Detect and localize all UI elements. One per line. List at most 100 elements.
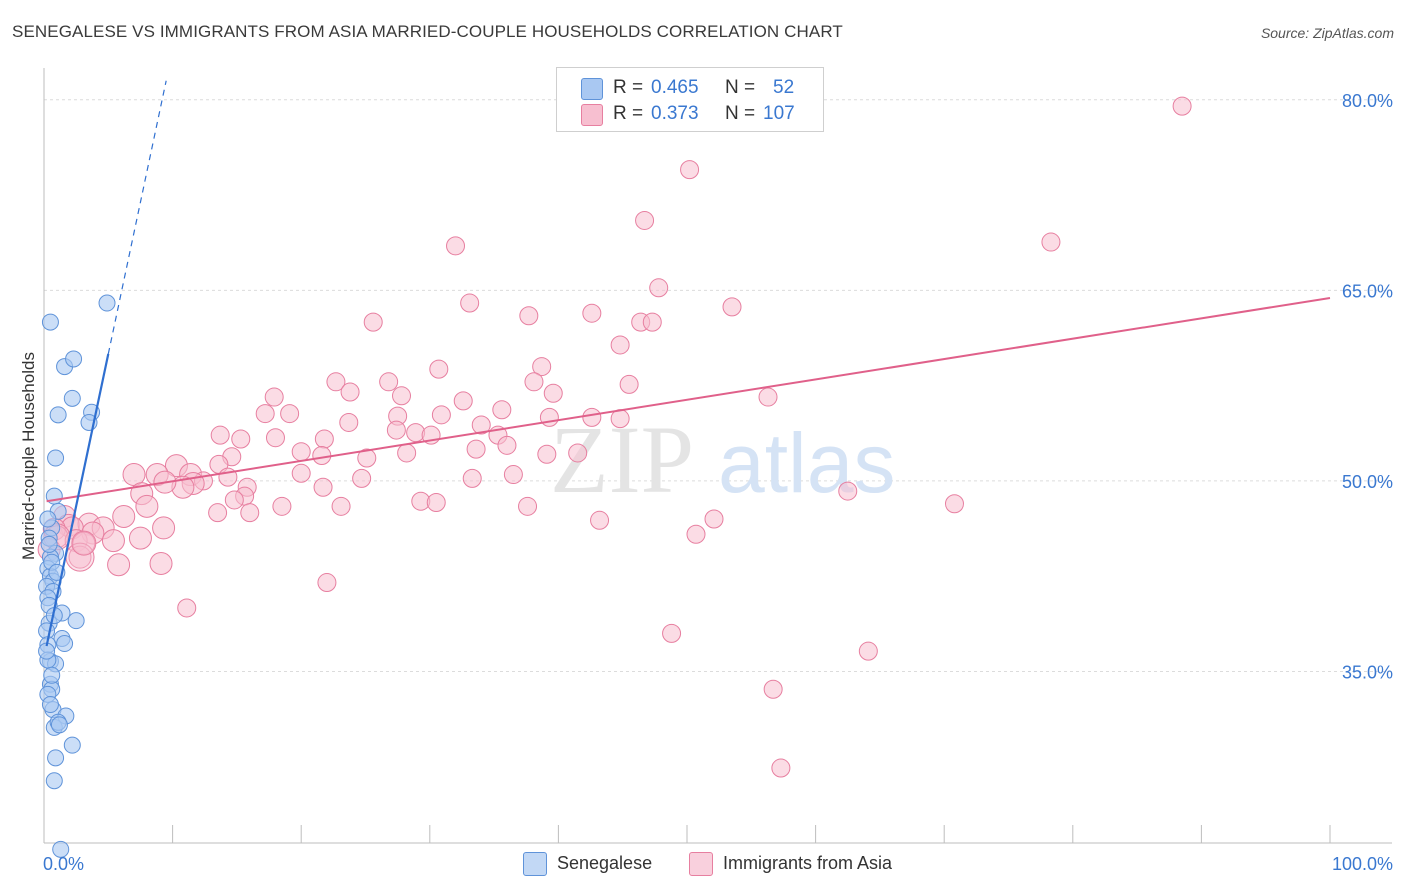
chart-source: Source: ZipAtlas.com [1260, 25, 1394, 41]
asia-point [224, 490, 244, 510]
asia-point [312, 446, 332, 465]
asia-point [429, 359, 449, 379]
asia-point [582, 407, 602, 427]
asia-point [177, 598, 197, 618]
asia-point [352, 468, 372, 488]
asia-point [858, 641, 878, 661]
asia-point [686, 524, 706, 544]
asia-point [112, 504, 136, 528]
legend-swatch-asia [689, 852, 713, 876]
asia-point [272, 496, 292, 516]
senegalese-point [63, 389, 81, 407]
asia-point [497, 435, 517, 455]
asia-point [582, 303, 602, 323]
asia-point [704, 509, 724, 529]
asia-point [208, 503, 228, 523]
senegalese-point [56, 635, 74, 653]
senegalese-point [67, 612, 85, 630]
legend-r-value: 0.373 [651, 103, 699, 124]
legend-n-label: N = [725, 77, 756, 98]
asia-point [135, 494, 159, 518]
senegalese-point [41, 696, 59, 714]
asia-point [152, 516, 176, 540]
asia-point [763, 679, 783, 699]
asia-point [431, 405, 451, 425]
legend-swatch-asia [581, 104, 603, 126]
x-tick-label: 0.0% [43, 854, 84, 874]
asia-trend-line [46, 296, 1331, 503]
asia-point [446, 236, 466, 256]
asia-point [363, 312, 383, 332]
asia-point [771, 758, 791, 778]
asia-point [326, 372, 346, 392]
legend-swatch-senegalese [581, 78, 603, 100]
senegalese-point [65, 350, 83, 368]
senegalese-trend-line [45, 353, 110, 647]
senegalese-point [52, 840, 70, 858]
chart-title: SENEGALESE VS IMMIGRANTS FROM ASIA MARRI… [12, 22, 843, 41]
asia-point [331, 496, 351, 516]
asia-point [532, 357, 552, 377]
asia-point [460, 293, 480, 313]
senegalese-point [45, 772, 63, 790]
y-tick-label: 50.0% [1342, 472, 1393, 492]
asia-point [610, 335, 630, 355]
asia-point [314, 429, 334, 449]
asia-point [503, 465, 523, 485]
asia-point [210, 425, 230, 445]
stats-legend: R = 0.465 N = 52 R = 0.373 N = 107 [556, 67, 824, 132]
asia-point [1172, 96, 1192, 116]
senegalese-point [63, 736, 81, 754]
senegalese-point [49, 406, 67, 424]
legend-label-asia: Immigrants from Asia [723, 853, 893, 873]
asia-point [231, 429, 251, 449]
asia-point [264, 387, 284, 407]
asia-point [568, 443, 588, 463]
legend-label-senegalese: Senegalese [557, 853, 653, 873]
asia-point [68, 545, 92, 569]
y-tick-label: 35.0% [1342, 662, 1393, 682]
asia-point [635, 210, 655, 230]
asia-point [149, 551, 173, 575]
senegalese-point [39, 510, 57, 528]
asia-point [426, 493, 446, 513]
asia-point [101, 529, 125, 553]
asia-point [619, 374, 639, 394]
asia-point [357, 448, 377, 468]
asia-point [722, 297, 742, 317]
asia-point [519, 306, 539, 326]
axes [43, 68, 1392, 844]
x-tick-label: 100.0% [1332, 854, 1393, 874]
asia-point [128, 526, 152, 550]
asia-point [107, 553, 131, 577]
asia-point [492, 400, 512, 420]
asia-point [291, 442, 311, 462]
trend-lines [45, 80, 1331, 647]
asia-point [642, 312, 662, 332]
asia-point [71, 530, 97, 556]
legend-swatch-senegalese [523, 852, 547, 876]
asia-point [453, 391, 473, 411]
legend-n-label: N = [725, 103, 756, 124]
y-tick-label: 65.0% [1342, 281, 1393, 301]
asia-point [944, 494, 964, 514]
asia-point [466, 439, 486, 459]
legend-r-label: R = [613, 77, 644, 98]
asia-point [240, 503, 260, 523]
senegalese-trend-extension [107, 80, 167, 354]
senegalese-point [41, 313, 59, 331]
asia-point [317, 573, 337, 593]
asia-point [838, 481, 858, 501]
asia-point [265, 428, 285, 448]
asia-point [758, 387, 778, 407]
asia-point [471, 415, 491, 435]
legend-n-value: 107 [763, 103, 795, 124]
senegalese-point [98, 294, 116, 312]
legend-r-value: 0.465 [651, 77, 699, 98]
asia-point [543, 383, 563, 403]
watermark-atlas: atlas [718, 416, 895, 510]
senegalese-point [47, 449, 65, 467]
asia-point [291, 463, 311, 483]
asia-point [524, 372, 544, 392]
